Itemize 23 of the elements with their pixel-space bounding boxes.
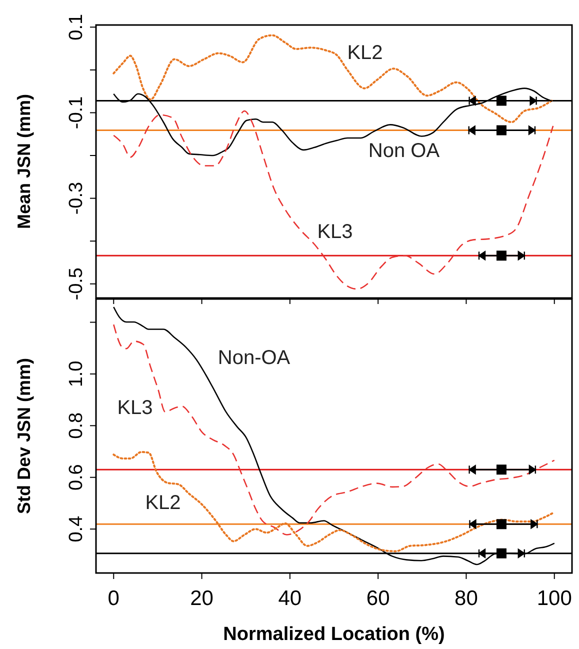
y-axis-title: Std Dev JSN (mm) <box>14 358 34 514</box>
x-tick-label: 100 <box>536 587 572 610</box>
x-tick-label: 0 <box>108 587 120 610</box>
y-tick-label: 0.1 <box>66 14 87 40</box>
x-tick-label: 40 <box>278 587 302 610</box>
y-tick-label: 0.6 <box>66 464 87 491</box>
series-label: Non-OA <box>218 347 291 369</box>
x-axis-title: Normalized Location (%) <box>223 624 445 645</box>
x-tick-label: 20 <box>190 587 214 610</box>
y-tick-label: 0.8 <box>66 412 87 439</box>
x-tick-label: 80 <box>454 587 478 610</box>
x-tick-label: 60 <box>366 587 390 610</box>
series-label: KL3 <box>317 221 353 243</box>
y-tick-label: 1.0 <box>66 360 87 388</box>
series-label: KL3 <box>117 397 153 419</box>
y-tick-label: -0.5 <box>66 268 87 300</box>
series-label: KL2 <box>145 492 181 514</box>
y-axis-title: Mean JSN (mm) <box>14 94 34 230</box>
series-label: KL2 <box>347 42 383 64</box>
y-tick-label: 0.4 <box>66 515 87 542</box>
y-tick-label: -0.3 <box>66 182 87 215</box>
y-tick-label: -0.1 <box>66 96 87 130</box>
series-label: Non OA <box>368 140 440 162</box>
